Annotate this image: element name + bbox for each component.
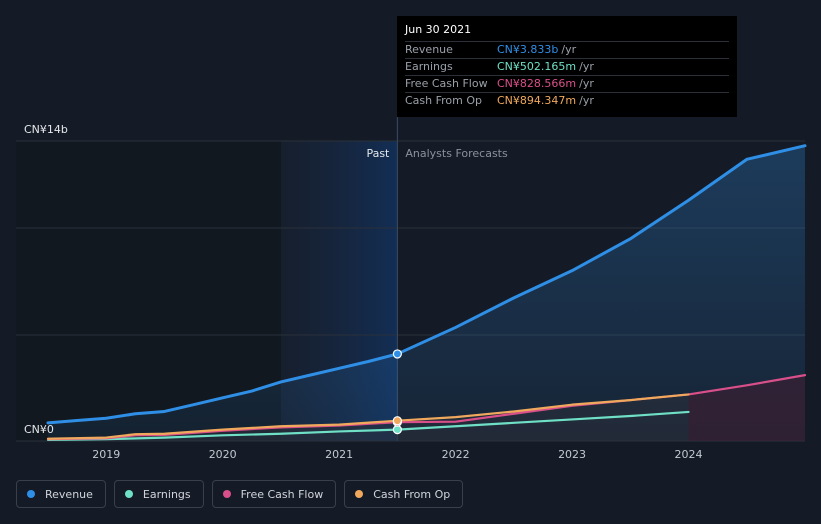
- highlight-point-revenue: [392, 349, 402, 359]
- tooltip-unit: /yr: [579, 77, 594, 90]
- revenue-area: [48, 145, 805, 441]
- tooltip-label: Free Cash Flow: [405, 77, 488, 90]
- tooltip-date: Jun 30 2021: [405, 23, 472, 36]
- legend-label: Free Cash Flow: [240, 487, 324, 501]
- past-background: [16, 141, 281, 441]
- x-tick-label: 2019: [92, 448, 120, 461]
- y-axis-top-label: CN¥14b: [24, 123, 68, 136]
- tooltip-value: CN¥502.165m: [497, 60, 577, 73]
- tooltip-unit: /yr: [579, 94, 594, 107]
- legend-label: Earnings: [142, 487, 191, 501]
- tooltip-row-cash-from-op: Cash From Op CN¥894.347m /yr: [405, 92, 729, 109]
- tooltip-value: CN¥3.833b: [497, 43, 559, 56]
- legend-label: Revenue: [45, 487, 93, 501]
- tooltip-unit: /yr: [579, 60, 594, 73]
- tooltip-value: CN¥828.566m: [497, 77, 577, 90]
- tooltip-label: Earnings: [405, 60, 453, 73]
- x-tick-label: 2022: [442, 448, 470, 461]
- tooltip-row-free-cash-flow: Free Cash Flow CN¥828.566m /yr: [405, 75, 729, 92]
- series-line-revenue: [46, 144, 807, 425]
- past-label: Past: [366, 147, 390, 160]
- tooltip-row-revenue: Revenue CN¥3.833b /yr: [405, 41, 729, 58]
- dot-icon: [124, 490, 133, 498]
- free-cash-flow-forecast-area: [688, 375, 805, 441]
- tooltip: Jun 30 2021 Revenue CN¥3.833b /yr Earnin…: [397, 16, 737, 117]
- tooltip-value: CN¥894.347m: [497, 94, 577, 107]
- highlight-point-earnings: [392, 424, 402, 435]
- highlight-point-cash-from-op: [392, 416, 402, 426]
- legend-item-free-cash-flow[interactable]: Free Cash Flow: [211, 480, 337, 508]
- legend-label: Cash From Op: [373, 487, 451, 501]
- cash-from-op-area: [48, 394, 689, 441]
- dot-icon: [222, 490, 231, 498]
- x-tick-label: 2021: [325, 448, 353, 461]
- legend-item-revenue[interactable]: Revenue: [16, 480, 106, 508]
- series-line-cash-from-op: [46, 393, 690, 440]
- forecast-label: Analysts Forecasts: [405, 147, 508, 160]
- y-axis-bottom-label: CN¥0: [24, 423, 54, 436]
- legend: Revenue Earnings Free Cash Flow Cash Fro…: [16, 480, 464, 508]
- x-tick-label: 2020: [209, 448, 237, 461]
- legend-item-earnings[interactable]: Earnings: [113, 480, 204, 508]
- tooltip-unit: /yr: [561, 43, 577, 56]
- series-line-earnings: [46, 410, 690, 441]
- chart: CN¥14b CN¥0 Past Analysts Forecasts 2019 2020…: [16, 117, 807, 461]
- tooltip-label: Revenue: [405, 43, 453, 56]
- legend-item-cash-from-op[interactable]: Cash From Op: [344, 480, 464, 508]
- tooltip-label: Cash From Op: [405, 94, 483, 107]
- x-tick-label: 2023: [558, 448, 586, 461]
- dot-icon: [355, 490, 364, 498]
- x-tick-label: 2024: [675, 448, 703, 461]
- tooltip-row-earnings: Earnings CN¥502.165m /yr: [405, 58, 729, 75]
- dot-icon: [27, 490, 35, 498]
